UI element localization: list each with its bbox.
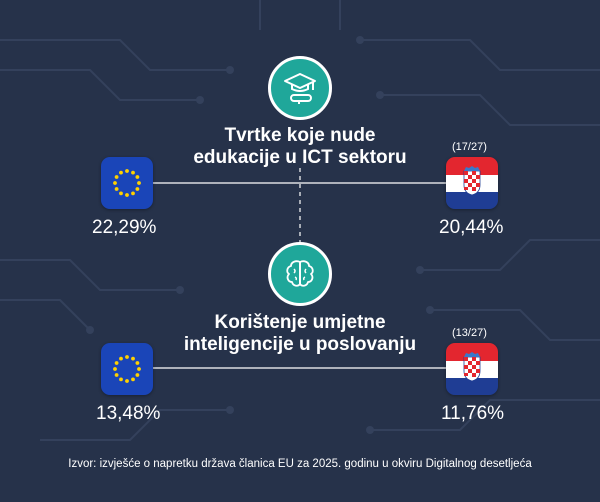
croatia-flag <box>446 157 498 209</box>
eu-flag <box>101 157 153 209</box>
section1-eu-value: 22,29% <box>92 217 157 238</box>
section1-hr-value: 20,44% <box>439 217 504 238</box>
section2-hr-value: 11,76% <box>441 403 505 424</box>
education-icon-circle <box>268 56 332 120</box>
graduation-cap-diploma-icon <box>284 73 316 104</box>
croatia-flag <box>446 343 498 395</box>
section1-title: Tvrtke koje nude edukacije u ICT sektoru <box>150 125 450 169</box>
section2-hr-rank: (13/27) <box>452 327 487 339</box>
ai-icon-circle <box>268 242 332 306</box>
section1-hr-rank: (17/27) <box>452 141 487 153</box>
section2-title: Korištenje umjetne inteligencije u poslo… <box>150 312 450 356</box>
eu-stars-icon <box>113 169 141 197</box>
brain-icon <box>286 260 314 287</box>
source-note: Izvor: izvješće o napretku država članic… <box>68 458 532 470</box>
section2-title-line2: inteligencije u poslovanju <box>183 334 417 355</box>
eu-stars-icon <box>113 355 141 383</box>
croatia-flag-icon <box>446 343 498 395</box>
section2-eu-value: 13,48% <box>96 403 161 424</box>
section2-title-line1: Korištenje umjetne <box>214 312 386 333</box>
eu-flag <box>101 343 153 395</box>
section1-title-line2: edukacije u ICT sektoru <box>193 147 407 168</box>
croatia-flag-icon <box>446 157 498 209</box>
section1-title-line1: Tvrtke koje nude <box>224 125 376 146</box>
